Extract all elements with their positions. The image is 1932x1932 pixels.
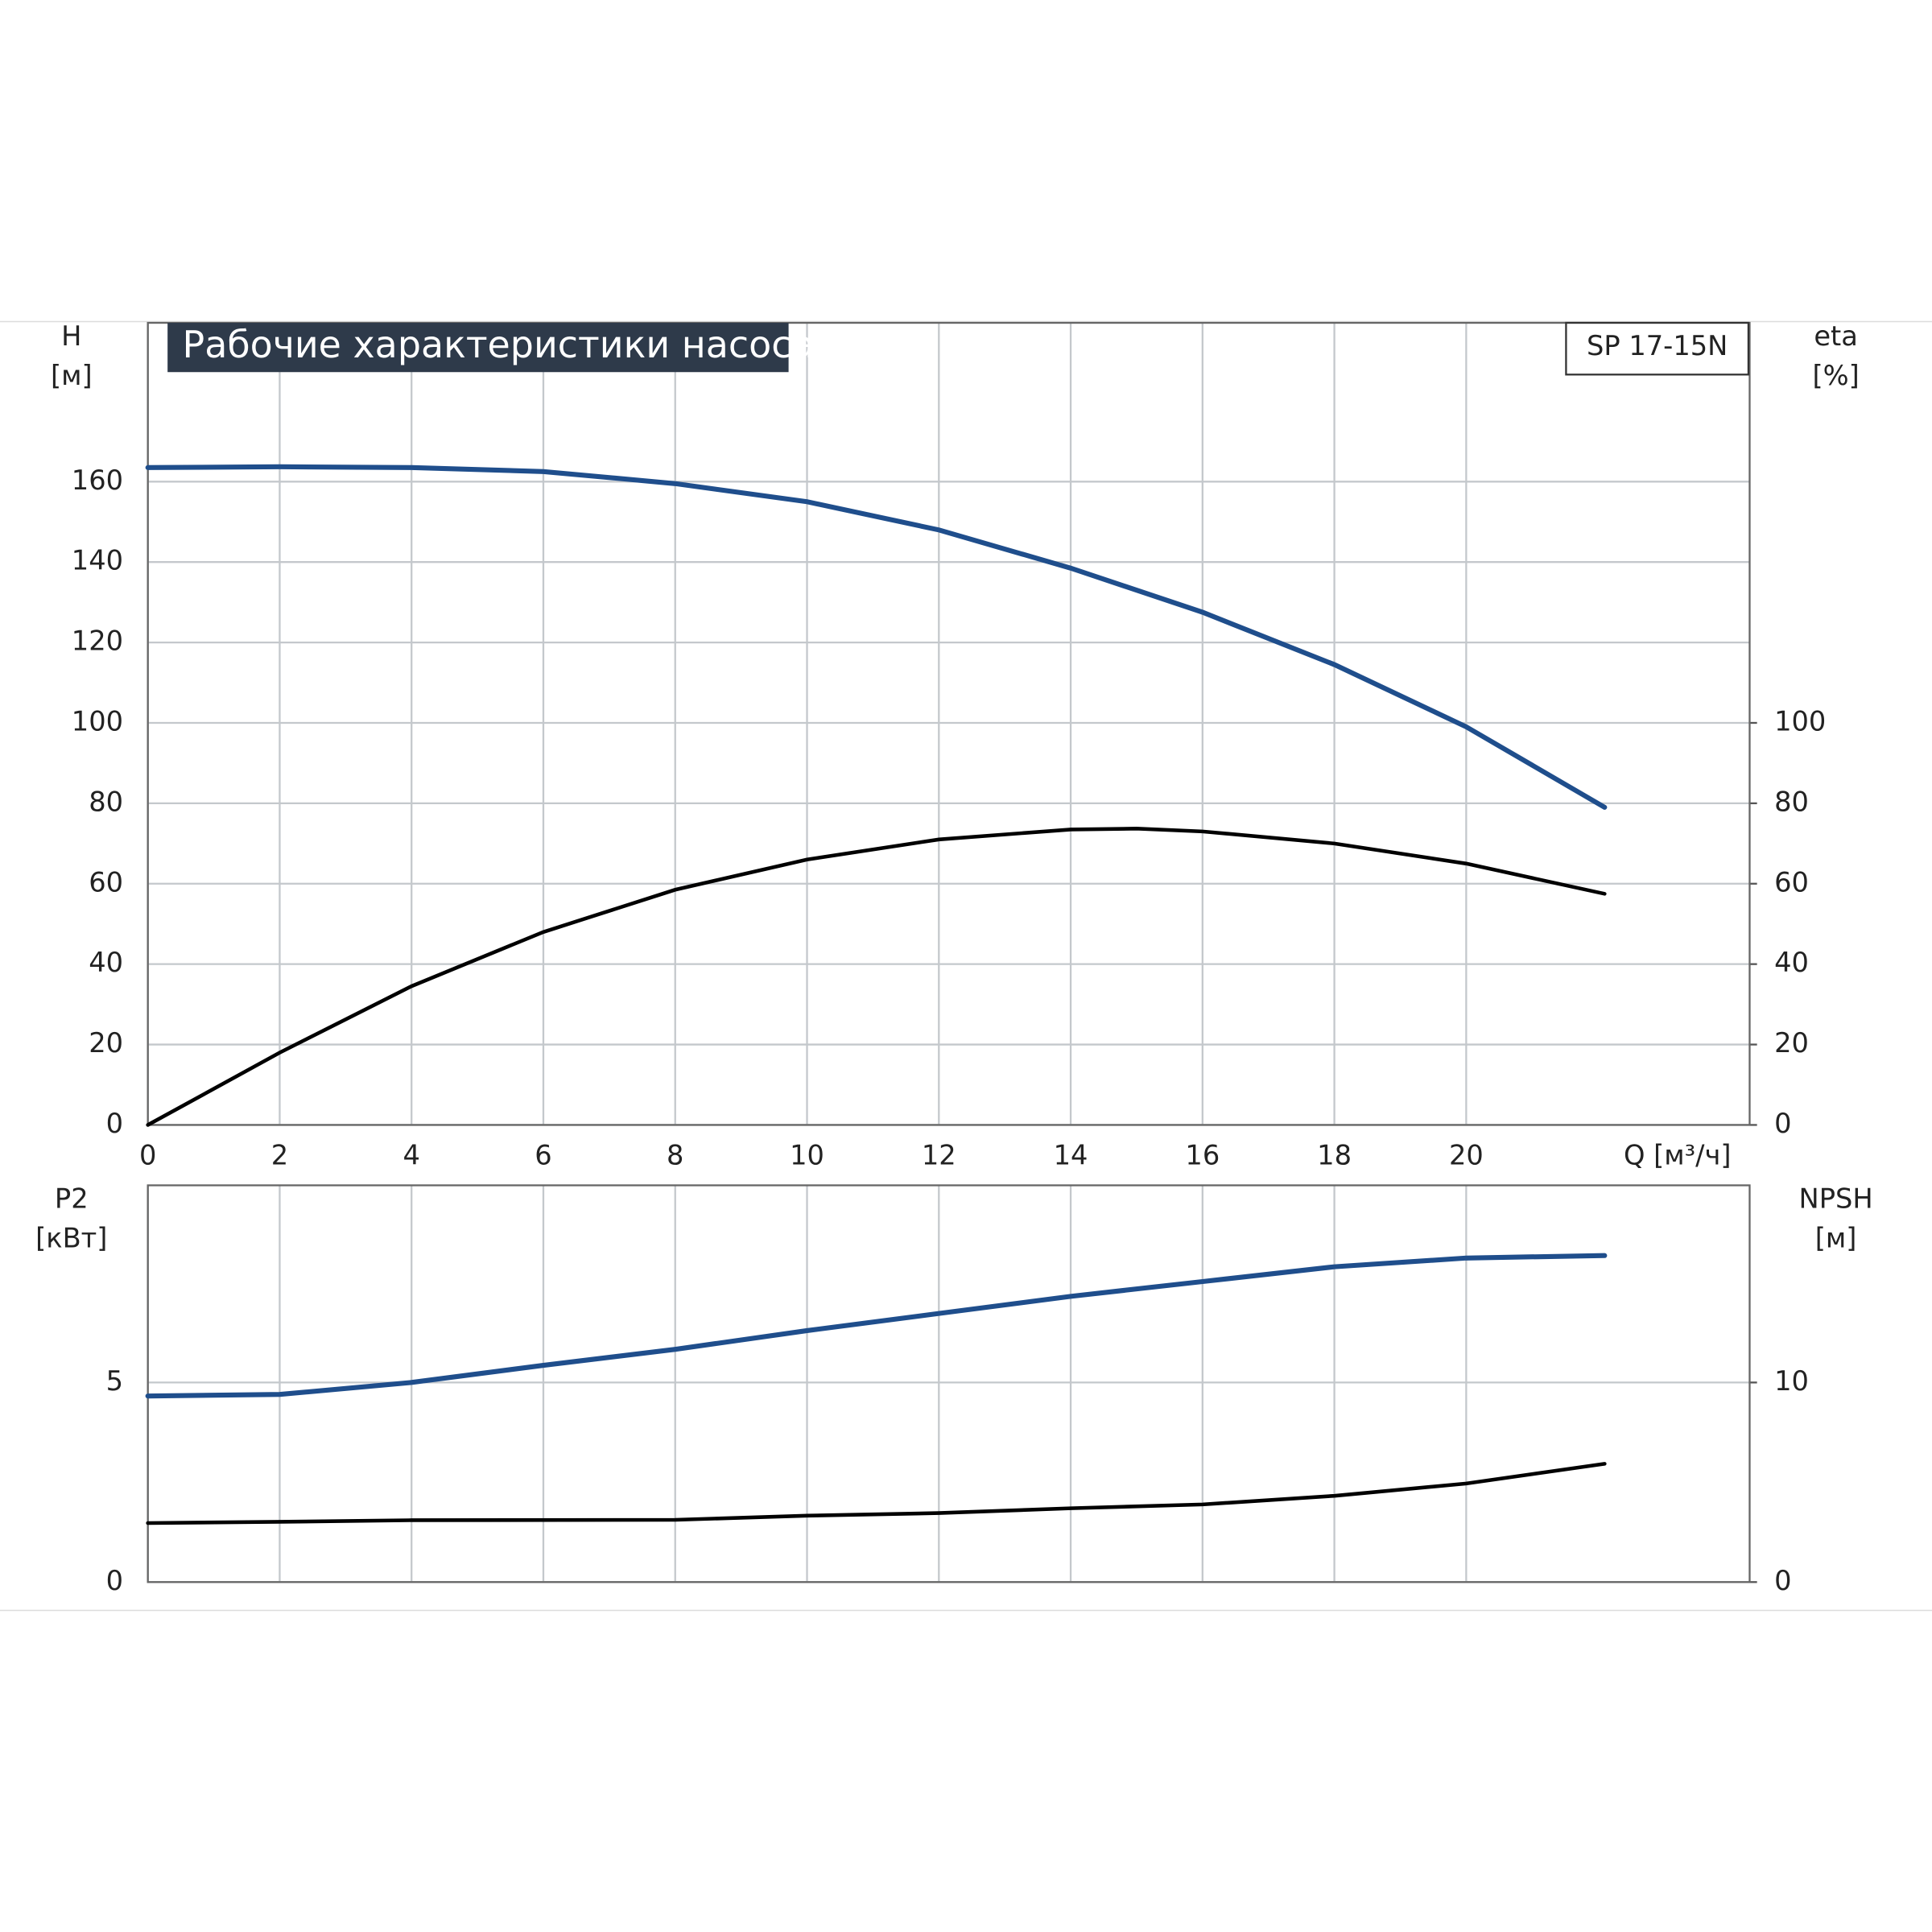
y-tick-label: 120 bbox=[72, 625, 123, 657]
y2-axis-label: NPSH bbox=[1799, 1183, 1873, 1214]
model-label: SP 17-15N bbox=[1587, 330, 1728, 361]
curve bbox=[146, 827, 1607, 1127]
y-axis-label: H bbox=[61, 320, 81, 352]
y2-axis-label: [м] bbox=[1815, 1222, 1857, 1253]
x-tick-label: 14 bbox=[1054, 1140, 1088, 1171]
y-tick-label: 0 bbox=[106, 1565, 123, 1596]
model-box bbox=[1565, 321, 1750, 376]
curve bbox=[146, 1462, 1607, 1525]
y2-tick-label: 100 bbox=[1774, 705, 1826, 737]
y2-tick-label: 20 bbox=[1774, 1027, 1809, 1059]
y2-axis-label: [%] bbox=[1812, 360, 1859, 391]
x-tick-label: 16 bbox=[1185, 1140, 1220, 1171]
y2-tick-label: 0 bbox=[1774, 1108, 1791, 1139]
y2-tick-label: 80 bbox=[1774, 786, 1809, 817]
chart-title: Рабочие характеристики насоса bbox=[183, 323, 815, 366]
x-tick-label: 8 bbox=[667, 1140, 683, 1171]
y-tick-label: 40 bbox=[89, 947, 123, 978]
x-tick-label: 18 bbox=[1317, 1140, 1352, 1171]
y-tick-label: 20 bbox=[89, 1027, 123, 1059]
y2-tick-label: 10 bbox=[1774, 1365, 1809, 1397]
y2-axis-label: eta bbox=[1814, 320, 1858, 352]
y-tick-label: 140 bbox=[72, 545, 123, 576]
x-tick-label: 20 bbox=[1449, 1140, 1484, 1171]
y-tick-label: 60 bbox=[89, 866, 123, 898]
x-tick-label: 12 bbox=[922, 1140, 956, 1171]
x-tick-label: 6 bbox=[535, 1140, 551, 1171]
x-tick-label: 10 bbox=[790, 1140, 824, 1171]
title-box bbox=[167, 323, 789, 373]
x-axis-label: Q [м³/ч] bbox=[1624, 1140, 1732, 1171]
plot-frame bbox=[147, 321, 1751, 1126]
y-tick-label: 80 bbox=[89, 786, 123, 817]
x-tick-label: 4 bbox=[403, 1140, 420, 1171]
y-tick-label: 5 bbox=[106, 1365, 123, 1397]
curve bbox=[145, 464, 1608, 810]
y-tick-label: 160 bbox=[72, 464, 123, 496]
y-tick-label: 100 bbox=[72, 705, 123, 737]
y-axis-label: [кВт] bbox=[35, 1222, 107, 1253]
x-tick-label: 0 bbox=[139, 1140, 156, 1171]
y2-tick-label: 60 bbox=[1774, 866, 1809, 898]
y2-tick-label: 40 bbox=[1774, 947, 1809, 978]
plot-frame bbox=[147, 1184, 1751, 1583]
y-axis-label: [м] bbox=[51, 360, 93, 391]
curve bbox=[145, 1253, 1608, 1399]
y-axis-label: P2 bbox=[55, 1183, 89, 1214]
x-tick-label: 2 bbox=[271, 1140, 288, 1171]
y-tick-label: 0 bbox=[106, 1108, 123, 1139]
y2-tick-label: 0 bbox=[1774, 1565, 1791, 1596]
